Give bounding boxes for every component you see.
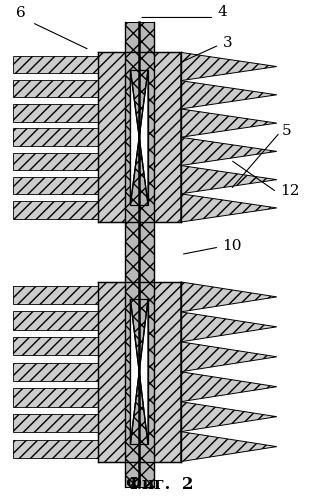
- Bar: [13, 56, 98, 73]
- Bar: [98, 282, 181, 462]
- Polygon shape: [181, 81, 277, 109]
- Polygon shape: [131, 299, 148, 444]
- Bar: [13, 362, 98, 381]
- Bar: [13, 153, 98, 170]
- Bar: [98, 52, 181, 222]
- Polygon shape: [181, 166, 277, 194]
- Text: 4: 4: [218, 5, 227, 19]
- Bar: [13, 129, 98, 146]
- Polygon shape: [181, 52, 277, 81]
- Bar: [13, 80, 98, 97]
- Bar: [125, 22, 154, 52]
- Bar: [125, 222, 154, 282]
- Polygon shape: [181, 372, 277, 402]
- Text: 10: 10: [222, 239, 242, 252]
- Bar: [13, 337, 98, 355]
- Text: 6: 6: [16, 6, 26, 20]
- Bar: [125, 22, 154, 487]
- Polygon shape: [181, 342, 277, 372]
- Polygon shape: [181, 194, 277, 222]
- Bar: [125, 52, 154, 222]
- Bar: [13, 177, 98, 195]
- Text: 3: 3: [222, 36, 232, 50]
- Text: 5: 5: [282, 124, 291, 138]
- Bar: [13, 104, 98, 122]
- Polygon shape: [181, 312, 277, 342]
- Polygon shape: [181, 109, 277, 137]
- Polygon shape: [181, 137, 277, 166]
- Bar: [13, 201, 98, 219]
- Text: 12: 12: [280, 184, 300, 198]
- Polygon shape: [131, 70, 148, 205]
- Bar: [125, 282, 154, 462]
- Bar: [13, 414, 98, 432]
- Bar: [13, 388, 98, 407]
- Text: Фиг.  2: Фиг. 2: [126, 476, 194, 493]
- Bar: [13, 285, 98, 304]
- Bar: [13, 311, 98, 330]
- Bar: [13, 440, 98, 458]
- Bar: [125, 462, 154, 487]
- Polygon shape: [181, 432, 277, 462]
- Polygon shape: [181, 282, 277, 312]
- Polygon shape: [181, 402, 277, 432]
